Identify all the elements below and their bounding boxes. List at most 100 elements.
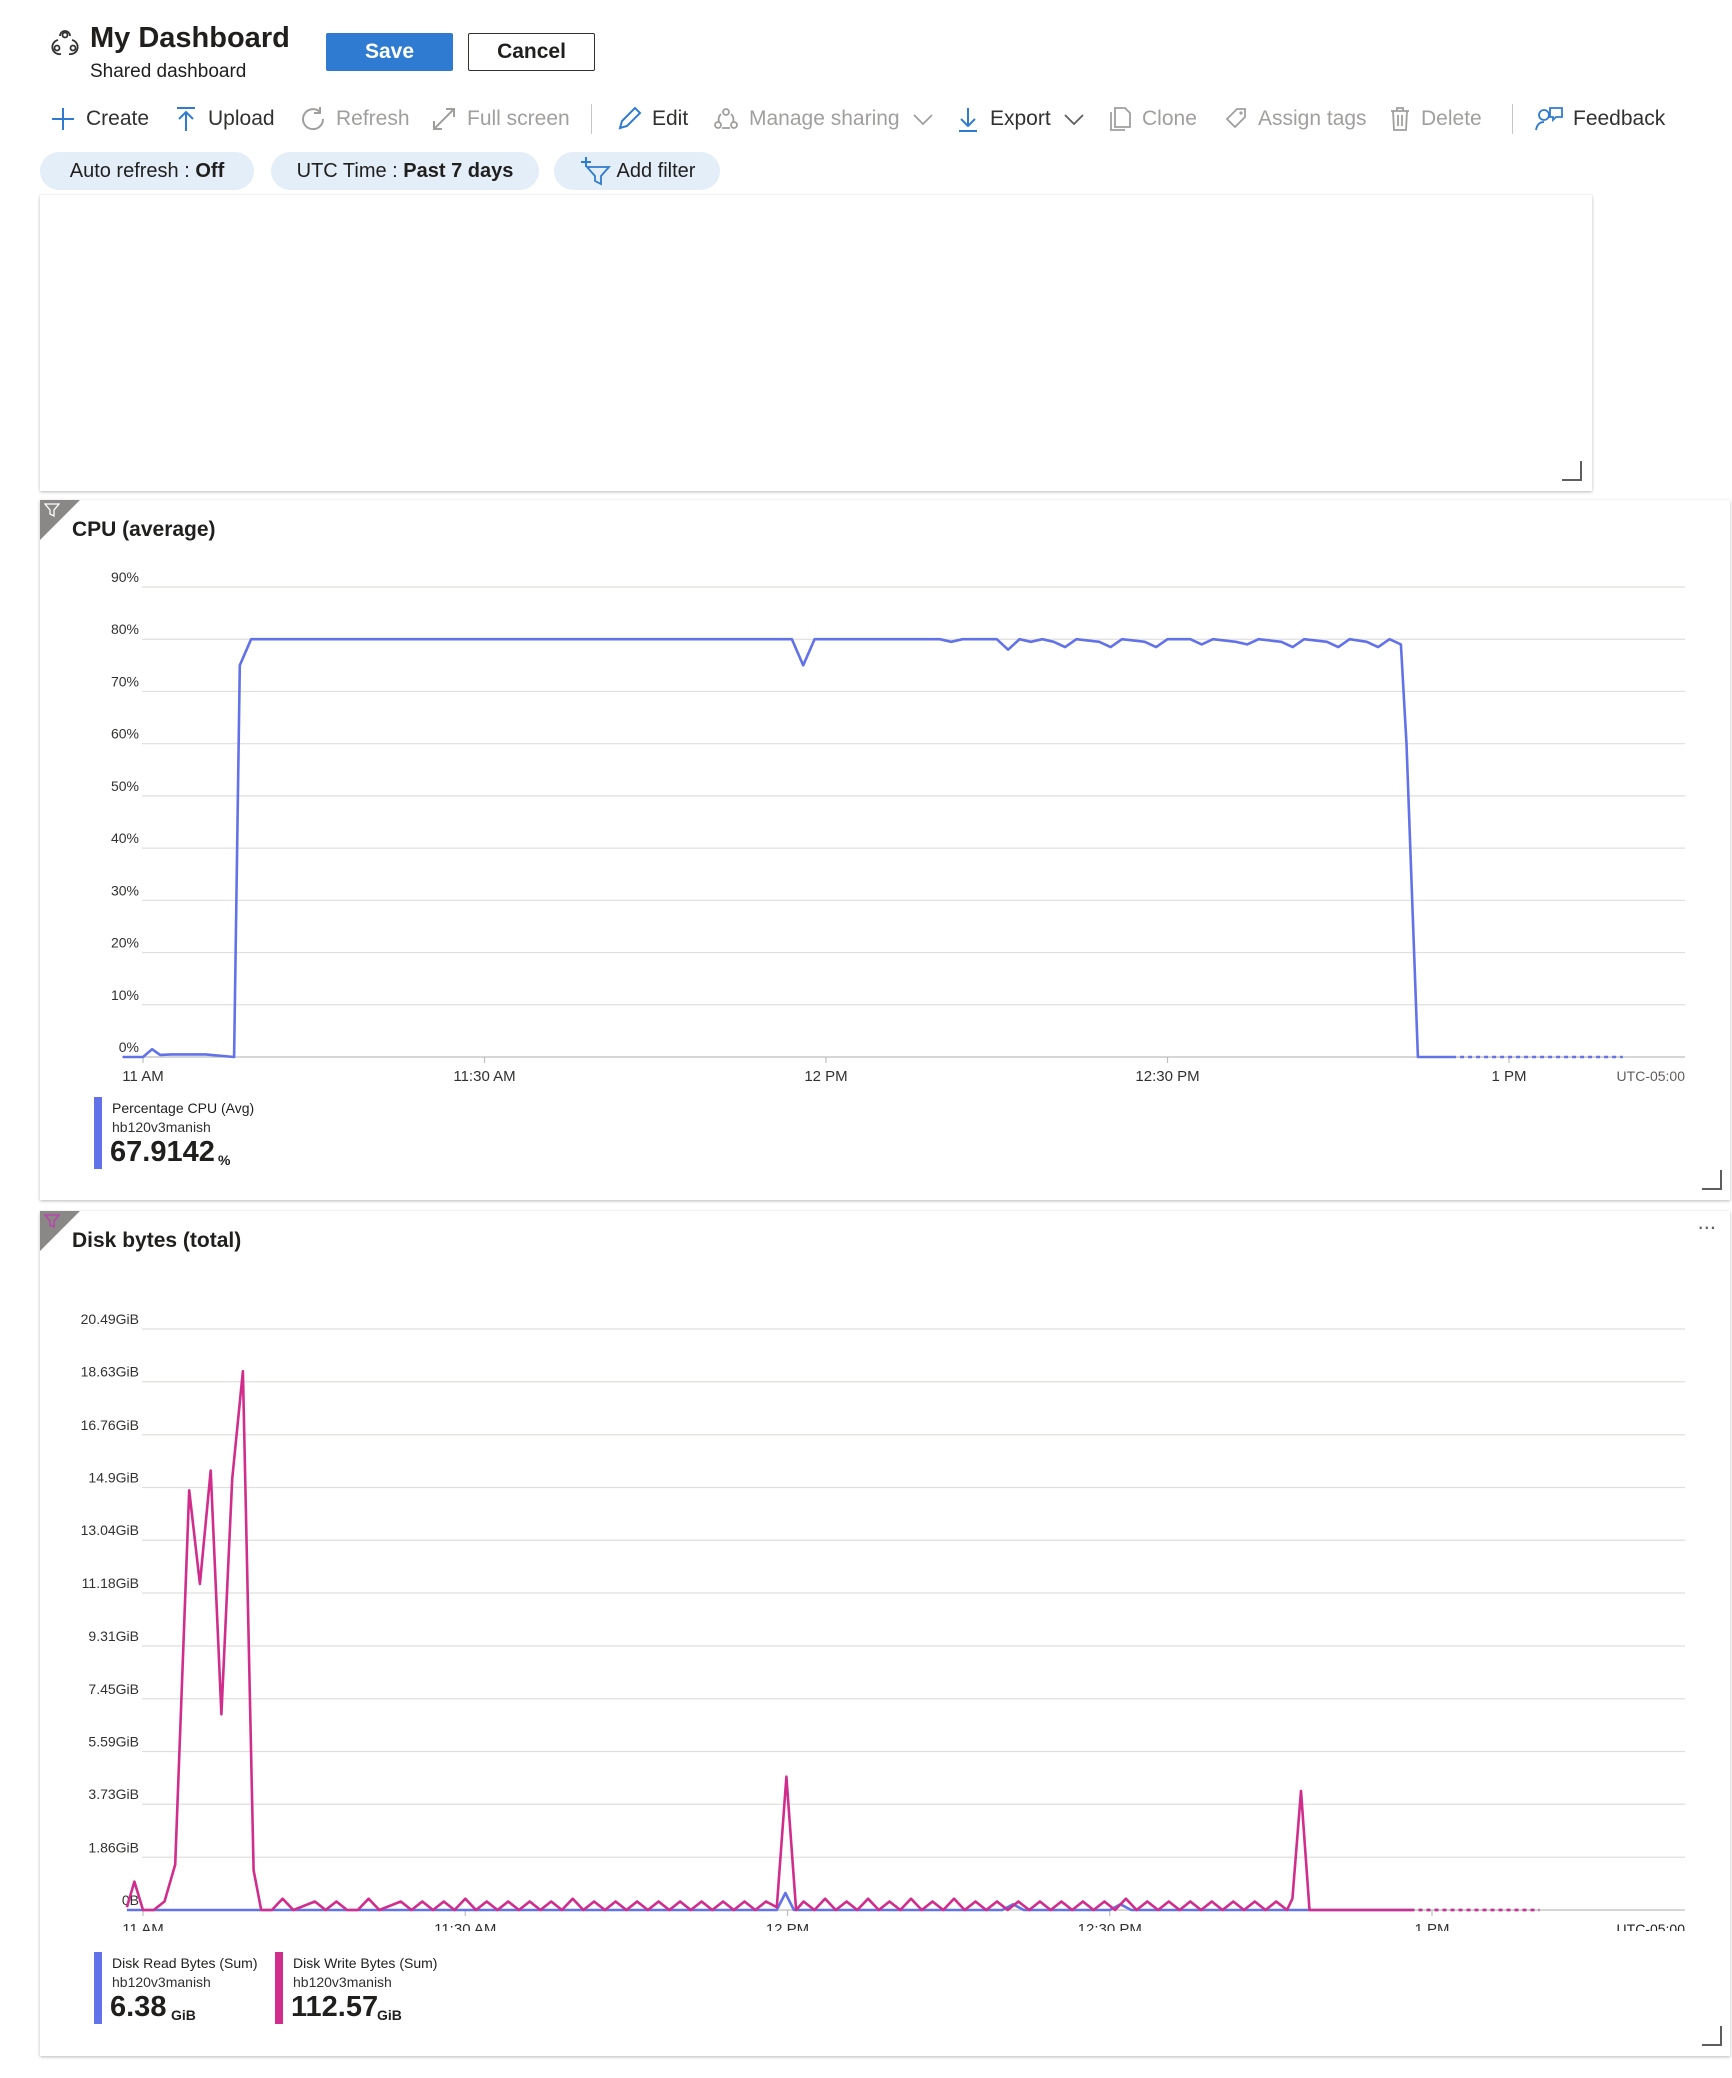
export-button[interactable]: Export xyxy=(956,102,1097,136)
resize-handle[interactable] xyxy=(1562,461,1582,481)
download-icon xyxy=(959,108,977,132)
clone-label: Clone xyxy=(1142,107,1197,130)
page-subtitle: Shared dashboard xyxy=(90,61,247,82)
auto-refresh-pill[interactable]: Auto refresh : Off xyxy=(40,152,254,190)
refresh-button[interactable]: Refresh xyxy=(300,102,410,136)
y-tick-label: 70% xyxy=(111,673,139,689)
cpu-legend-metric: Percentage CPU (Avg) xyxy=(112,1100,255,1116)
feedback-icon xyxy=(1535,107,1563,131)
resize-handle[interactable] xyxy=(1702,2026,1722,2046)
full-screen-label: Full screen xyxy=(467,107,570,130)
disk-write-legend-swatch xyxy=(275,1952,283,2024)
feedback-button[interactable]: Feedback xyxy=(1535,102,1665,136)
disk-write-legend-unit: GiB xyxy=(377,2007,402,2023)
cpu-chart: 0% 10% 20% 30% 40% 50% 60% 70% 80% 90% 11 AM 11:30 … xyxy=(111,569,1686,1085)
add-filter-label: Add filter xyxy=(616,159,696,182)
y-tick-label: 90% xyxy=(111,569,139,585)
auto-refresh-value: Off xyxy=(195,159,225,182)
x-tick-label: 12:30 PM xyxy=(1135,1068,1199,1085)
y-tick-label: 50% xyxy=(111,778,139,794)
disk-read-legend-value: 6.38 xyxy=(110,1991,167,2023)
cpu-tile: CPU (average) 0% 10% 20% 30% 40% 50% 60% 70% 80%… xyxy=(40,500,1730,1200)
upload-icon xyxy=(177,107,195,131)
disk-read-legend-unit: GiB xyxy=(171,2007,196,2023)
x-tick-label: 1 PM xyxy=(1414,1921,1449,1931)
y-tick-label: 16.76GiB xyxy=(81,1417,139,1433)
feedback-label: Feedback xyxy=(1573,107,1666,130)
create-label: Create xyxy=(86,107,150,130)
save-button[interactable]: Save xyxy=(326,33,453,71)
plus-icon xyxy=(52,108,74,130)
assign-tags-button[interactable]: Assign tags xyxy=(1224,102,1367,136)
y-tick-label: 80% xyxy=(111,621,139,637)
cpu-legend-unit: % xyxy=(218,1152,231,1168)
pencil-icon xyxy=(618,106,642,130)
y-tick-label: 11.18GiB xyxy=(82,1575,139,1591)
trash-icon xyxy=(1391,107,1409,131)
time-range-label: UTC Time : xyxy=(296,159,404,182)
series-line xyxy=(126,1891,1411,1912)
disk-tile: Disk bytes (total) ... 0B 1.86GiB 3.73GiB 5… xyxy=(40,1209,1730,2056)
upload-button[interactable]: Upload xyxy=(174,102,275,136)
shared-dashboard-icon xyxy=(51,30,79,56)
create-button[interactable]: Create xyxy=(50,102,149,136)
y-tick-label: 10% xyxy=(111,987,139,1003)
cpu-tile-title: CPU (average) xyxy=(72,518,216,541)
disk-chart: 0B 1.86GiB 3.73GiB 5.59GiB 7.45GiB 9.31GiB 11.… xyxy=(81,1311,1686,1931)
clone-icon xyxy=(1110,107,1131,131)
x-tick-label: 12 PM xyxy=(766,1921,809,1931)
disk-tile-title: Disk bytes (total) xyxy=(72,1229,242,1252)
y-tick-label: 18.63GiB xyxy=(81,1364,139,1380)
chevron-down-icon xyxy=(912,114,933,126)
y-tick-label: 60% xyxy=(111,726,139,742)
manage-sharing-label: Manage sharing xyxy=(749,107,900,130)
clone-button[interactable]: Clone xyxy=(1108,102,1197,136)
delete-button[interactable]: Delete xyxy=(1389,102,1482,136)
assign-tags-label: Assign tags xyxy=(1258,107,1367,130)
x-tick-label: 11:30 AM xyxy=(453,1068,515,1085)
x-tick-label: 12 PM xyxy=(804,1068,847,1085)
y-tick-label: 9.31GiB xyxy=(88,1628,139,1644)
disk-read-legend-swatch xyxy=(94,1952,102,2024)
y-tick-label: 20.49GiB xyxy=(81,1311,139,1327)
y-tick-label: 0B xyxy=(122,1892,139,1908)
edit-button[interactable]: Edit xyxy=(616,102,688,136)
add-filter-pill[interactable]: Add filter xyxy=(554,152,720,190)
full-screen-button[interactable]: Full screen xyxy=(431,102,570,136)
disk-read-legend-metric: Disk Read Bytes (Sum) xyxy=(112,1955,258,1971)
export-label: Export xyxy=(990,107,1051,130)
toolbar-divider xyxy=(591,104,592,134)
manage-sharing-button[interactable]: Manage sharing xyxy=(713,102,946,136)
series-line xyxy=(122,637,1453,1059)
y-tick-label: 14.9GiB xyxy=(88,1470,139,1486)
filter-icon xyxy=(44,503,60,518)
x-tick-label: 11:30 AM xyxy=(434,1921,496,1931)
y-tick-label: 1.86GiB xyxy=(88,1839,139,1855)
disk-write-legend-value: 112.57 xyxy=(291,1991,379,2023)
x-tick-label: 11 AM xyxy=(122,1068,163,1085)
y-tick-label: 5.59GiB xyxy=(88,1733,139,1749)
chevron-down-icon xyxy=(1064,114,1084,126)
resize-handle[interactable] xyxy=(1702,1170,1722,1190)
timezone-label: UTC-05:00 xyxy=(1617,1921,1686,1931)
refresh-label: Refresh xyxy=(336,107,410,130)
filter-icon xyxy=(44,1214,60,1229)
tag-icon xyxy=(1225,108,1246,129)
cpu-legend-resource: hb120v3manish xyxy=(112,1119,211,1135)
time-range-pill[interactable]: UTC Time : Past 7 days xyxy=(271,152,539,190)
time-range-value: Past 7 days xyxy=(403,159,514,182)
disk-write-legend-metric: Disk Write Bytes (Sum) xyxy=(293,1955,438,1971)
series-line xyxy=(125,1369,1411,1912)
delete-label: Delete xyxy=(1421,107,1482,130)
timezone-label: UTC-05:00 xyxy=(1617,1068,1686,1084)
auto-refresh-label: Auto refresh : xyxy=(69,159,196,182)
y-tick-label: 0% xyxy=(119,1039,139,1055)
y-tick-label: 3.73GiB xyxy=(88,1786,139,1802)
cancel-button[interactable]: Cancel xyxy=(468,33,595,71)
add-filter-icon xyxy=(580,157,611,186)
cpu-legend-value: 67.9142 xyxy=(110,1136,215,1168)
toolbar-divider xyxy=(1512,104,1513,134)
sharing-icon xyxy=(714,108,738,129)
edit-label: Edit xyxy=(652,107,689,130)
more-options-button[interactable]: ... xyxy=(1697,1209,1716,1234)
